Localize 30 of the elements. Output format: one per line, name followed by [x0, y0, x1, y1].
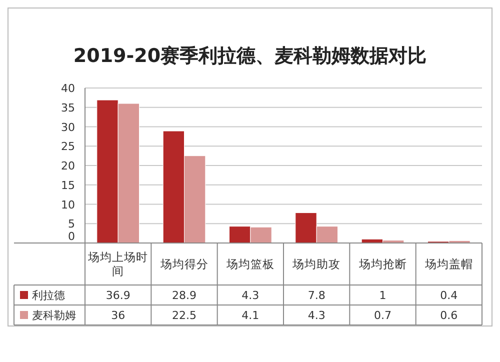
x-tick-label: 场均上场时间: [87, 250, 148, 278]
chart-title: 2019-20赛季利拉德、麦科勒姆数据对比: [73, 45, 427, 67]
data-label: 22.5: [172, 309, 196, 322]
data-label: 36: [111, 309, 126, 322]
x-tick-label: 场均得分: [159, 257, 208, 271]
y-tick-label: 35: [61, 101, 75, 114]
data-label: 4.1: [242, 309, 260, 322]
x-tick-label: 场均助攻: [292, 257, 341, 271]
data-label: 0.7: [374, 309, 392, 322]
y-tick-label: 5: [68, 218, 75, 231]
y-tick-label: 20: [61, 160, 75, 172]
y-tick-label: 0: [68, 230, 75, 243]
data-label: 4.3: [242, 289, 260, 302]
data-label: 0.6: [440, 309, 458, 322]
y-tick-label: 15: [61, 178, 75, 192]
x-tick-label: 场均篮板: [225, 257, 274, 271]
x-tick-label: 场均抢断: [358, 257, 407, 271]
legend-label: 麦科勒姆: [32, 309, 76, 322]
y-tick-label: 40: [61, 82, 75, 95]
y-tick-label: 10: [61, 198, 75, 212]
data-label: 28.9: [172, 289, 196, 302]
data-label: 0.4: [440, 289, 458, 302]
y-tick-label: 30: [61, 120, 75, 134]
data-label: 7.8: [308, 289, 326, 302]
y-tick-label: 25: [61, 140, 75, 154]
data-label: 36.9: [106, 289, 130, 302]
x-tick-label: 场均盖帽: [424, 257, 473, 271]
data-label: 4.3: [308, 309, 326, 322]
data-label: 1: [379, 289, 386, 302]
legend-label: 利拉德: [32, 289, 65, 302]
